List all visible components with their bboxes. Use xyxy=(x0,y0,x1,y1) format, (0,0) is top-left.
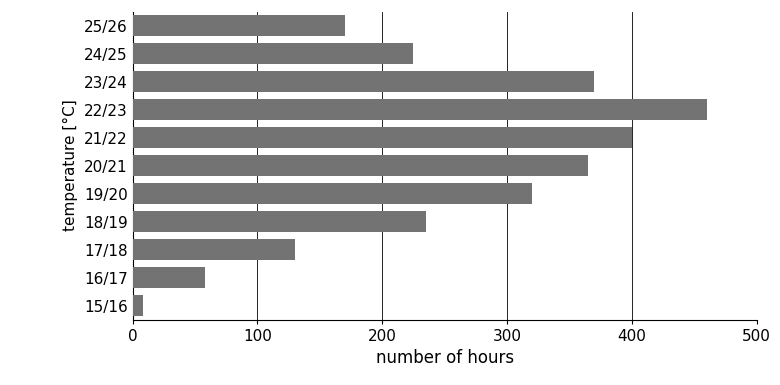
Bar xyxy=(133,211,426,232)
Bar xyxy=(133,267,205,288)
Bar xyxy=(133,43,413,64)
Bar xyxy=(133,155,588,176)
Bar xyxy=(133,295,143,316)
Bar xyxy=(133,183,532,204)
X-axis label: number of hours: number of hours xyxy=(375,349,514,367)
Y-axis label: temperature [°C]: temperature [°C] xyxy=(63,100,79,231)
Bar xyxy=(133,99,707,120)
Bar xyxy=(133,239,295,260)
Bar xyxy=(133,15,345,36)
Bar xyxy=(133,127,632,148)
Bar xyxy=(133,71,594,92)
